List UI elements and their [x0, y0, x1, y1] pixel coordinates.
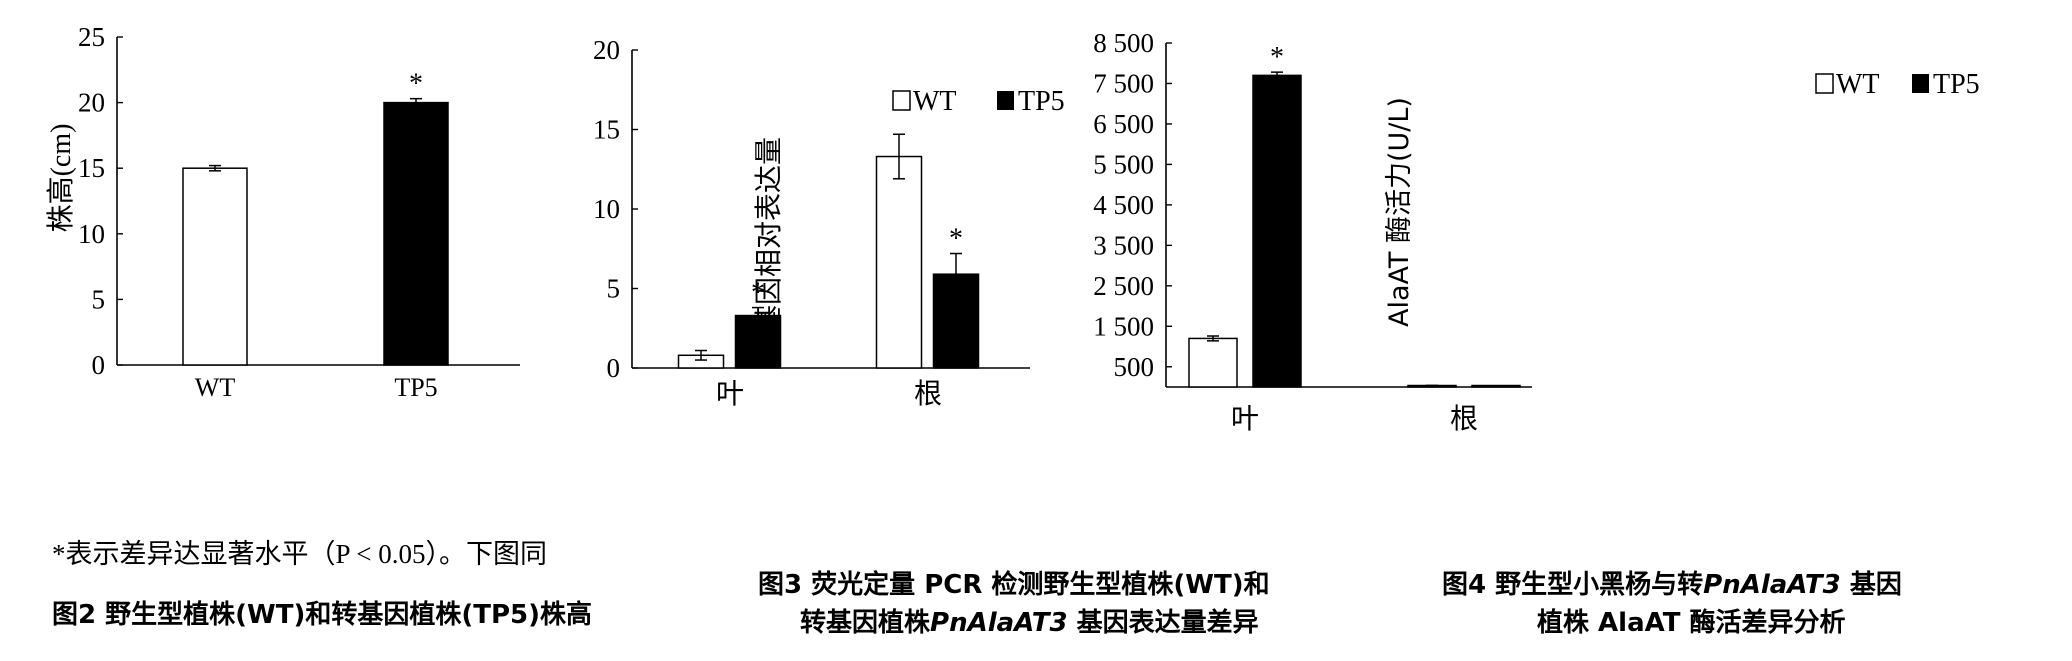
- fig2-ylabel: 株高(cm): [45, 124, 77, 233]
- fig2-bars: *: [182, 69, 449, 366]
- fig3-legend-wt-label: WT: [913, 86, 957, 117]
- x-tick-label: 叶: [716, 379, 744, 410]
- fig4-caption-line1: 图4 野生型小黑杨与转PnAlaAT3 基因: [1442, 570, 1902, 600]
- fig3-caption-line1: 图3 荧光定量 PCR 检测野生型植株(WT)和: [758, 569, 1270, 600]
- fig4-axes: 500 1 500 2 500 3 500 4 500 5 500 6 500 7 500 8 …: [1093, 28, 1532, 435]
- fig4-legend-wt-label: WT: [1836, 69, 1880, 100]
- fig2-note: *表示差异达显著水平（P < 0.05）。下图同: [52, 539, 547, 569]
- bar: [1188, 337, 1238, 388]
- fig4-legend-tp5-label: TP5: [1933, 69, 1980, 100]
- y-tick-label: 15: [78, 153, 105, 183]
- bar: [1252, 74, 1302, 388]
- bar: [383, 101, 449, 366]
- fig3-legend: WT TP5: [892, 86, 1065, 117]
- fig4-bars: *: [1188, 42, 1521, 388]
- fig4-legend-tp5-swatch: [1912, 74, 1929, 93]
- y-tick-label: 6 500: [1093, 109, 1154, 139]
- bar: [875, 155, 923, 369]
- fig4-caption-line1-c: 基因: [1841, 570, 1902, 600]
- fig3-caption-gene: PnAlaAT3: [930, 608, 1068, 638]
- fig2-caption: 图2 野生型植株(WT)和转基因植株(TP5)株高: [52, 599, 592, 630]
- fig4-caption-gene: PnAlaAT3: [1703, 570, 1841, 600]
- fig3-chart: 05101520叶根 ** WT TP5 基因相对表达量 图3 荧光定量 PCR…: [593, 35, 1270, 638]
- y-tick-label: 25: [78, 22, 105, 52]
- fig3-caption-line2: 转基因植株PnAlaAT3 基因表达量差异: [800, 607, 1259, 638]
- significance-mark: *: [949, 224, 963, 255]
- fig4-caption-line2: 植株 AlaAT 酶活差异分析: [1537, 607, 1846, 638]
- y-tick-label: 5 500: [1093, 149, 1154, 179]
- x-tick-label: TP5: [394, 373, 437, 402]
- x-tick-label: 叶: [1231, 404, 1259, 435]
- fig3-bars: **: [677, 133, 980, 369]
- fig4-chart: 500 1 500 2 500 3 500 4 500 5 500 6 500 7 500 8 …: [1093, 28, 1979, 638]
- y-tick-label: 5: [607, 274, 621, 304]
- y-tick-label: 5: [92, 284, 106, 314]
- y-tick-label: 10: [593, 194, 620, 224]
- y-tick-label: 20: [593, 35, 620, 65]
- y-tick-label: 1 500: [1093, 311, 1154, 341]
- y-tick-label: 0: [92, 350, 106, 380]
- significance-mark: *: [409, 69, 423, 100]
- significance-mark: *: [1270, 42, 1284, 73]
- y-tick-label: 2 500: [1093, 271, 1154, 301]
- significance-mark: *: [751, 278, 765, 309]
- y-tick-label: 500: [1114, 352, 1155, 382]
- fig2-chart: 0 5 10 15 20 25 WT TP5 * 株高(cm) *表示差异达显著水平（P < …: [45, 22, 592, 630]
- fig3-legend-wt-swatch: [892, 90, 911, 111]
- y-tick-label: 10: [78, 219, 105, 249]
- y-tick-label: 8 500: [1093, 28, 1154, 58]
- x-tick-label: 根: [914, 378, 942, 410]
- x-tick-label: 根: [1450, 403, 1478, 435]
- y-tick-label: 3 500: [1093, 230, 1154, 260]
- fig4-legend: WT TP5: [1815, 69, 1980, 100]
- fig3-legend-tp5-label: TP5: [1018, 86, 1065, 117]
- y-tick-label: 7 500: [1093, 68, 1154, 98]
- fig4-caption-line1-a: 图4 野生型小黑杨与转: [1442, 570, 1703, 600]
- fig2-axes: 0 5 10 15 20 25 WT TP5: [78, 22, 520, 402]
- fig4-legend-wt-swatch: [1815, 73, 1834, 94]
- fig3-legend-tp5-swatch: [997, 91, 1014, 110]
- fig3-axes: 0 5 10 15 20 叶 根: [593, 35, 1030, 410]
- fig3-caption-line2-a: 转基因植株: [800, 608, 931, 638]
- y-tick-label: 0: [607, 353, 621, 383]
- fig4-ylabel: AlaAT 酶活力(U/L): [1384, 97, 1415, 327]
- fig3-caption-line2-c: 基因表达量差异: [1068, 607, 1259, 638]
- y-tick-label: 20: [78, 88, 105, 118]
- bar: [182, 167, 248, 366]
- x-tick-label: WT: [195, 373, 236, 402]
- fig3-ylabel: 基因相对表达量: [753, 137, 785, 333]
- y-tick-label: 15: [593, 115, 620, 145]
- y-tick-label: 4 500: [1093, 190, 1154, 220]
